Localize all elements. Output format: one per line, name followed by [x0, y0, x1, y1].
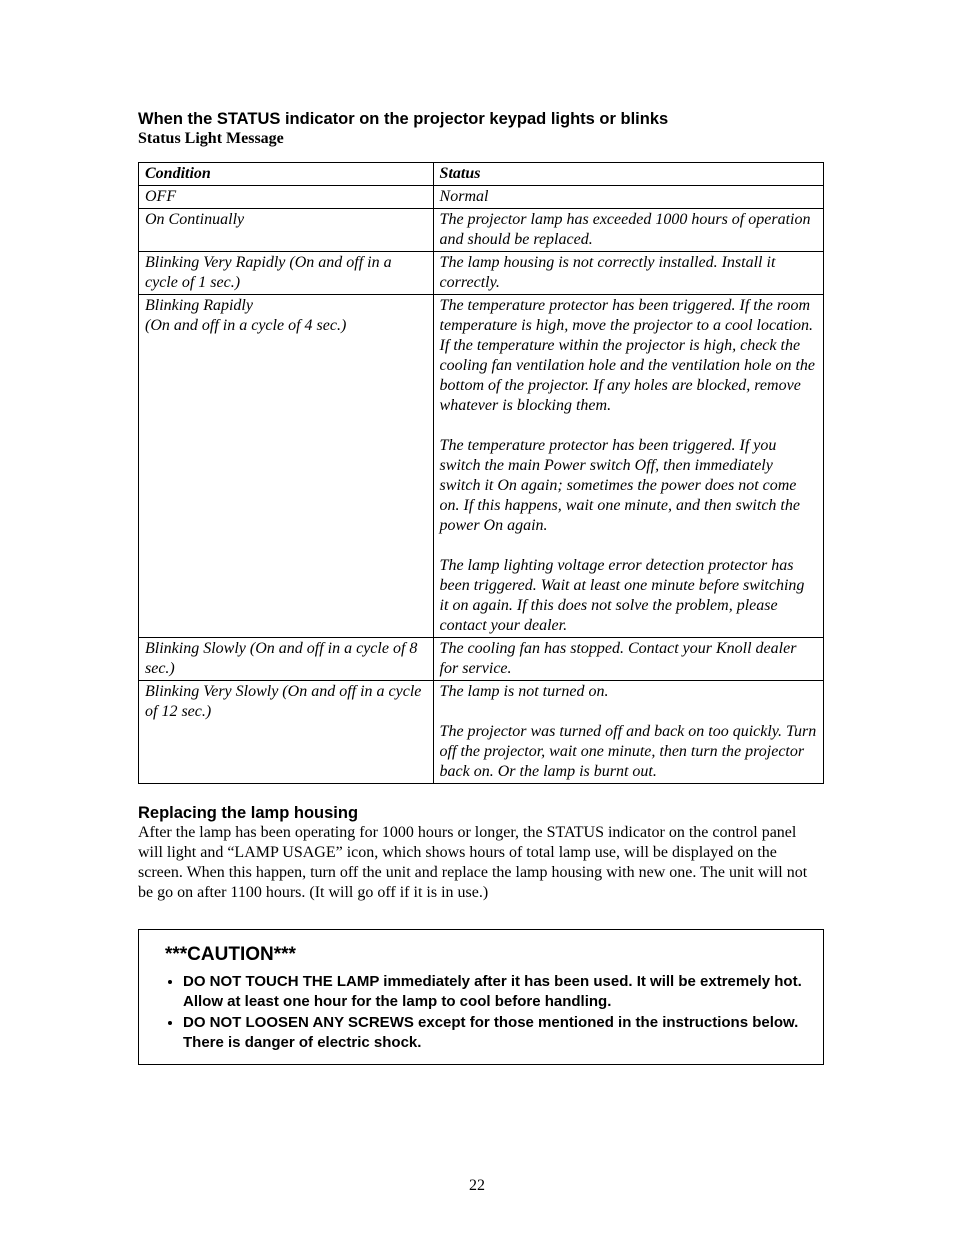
cell-paragraph: The temperature protector has been trigg…	[440, 296, 817, 416]
table-row: Blinking Slowly (On and off in a cycle o…	[139, 638, 824, 681]
cell-paragraph: The temperature protector has been trigg…	[440, 436, 817, 536]
table-row: OFF Normal	[139, 186, 824, 209]
page-subtitle: Status Light Message	[138, 130, 824, 148]
cell-condition: Blinking Very Slowly (On and off in a cy…	[139, 681, 434, 784]
table-row: Blinking Rapidly (On and off in a cycle …	[139, 295, 824, 638]
page-number: 22	[0, 1177, 954, 1195]
caution-list: DO NOT TOUCH THE LAMP immediately after …	[151, 972, 811, 1052]
cell-condition: On Continually	[139, 209, 434, 252]
cell-condition: Blinking Rapidly (On and off in a cycle …	[139, 295, 434, 638]
table-row: Blinking Very Rapidly (On and off in a c…	[139, 252, 824, 295]
cell-status: The temperature protector has been trigg…	[433, 295, 823, 638]
replacing-body: After the lamp has been operating for 10…	[138, 823, 824, 903]
table-row: Blinking Very Slowly (On and off in a cy…	[139, 681, 824, 784]
cell-status: The cooling fan has stopped. Contact you…	[433, 638, 823, 681]
cell-text-line: Blinking Rapidly	[145, 296, 427, 316]
cell-status: Normal	[433, 186, 823, 209]
status-table: Condition Status OFF Normal On Continual…	[138, 162, 824, 784]
cell-condition: Blinking Very Rapidly (On and off in a c…	[139, 252, 434, 295]
cell-paragraph: The projector was turned off and back on…	[440, 722, 817, 782]
table-header-row: Condition Status	[139, 163, 824, 186]
col-header-condition: Condition	[139, 163, 434, 186]
cell-paragraph: The lamp lighting voltage error detectio…	[440, 556, 817, 636]
cell-paragraph: The lamp is not turned on.	[440, 682, 817, 702]
cell-status: The lamp is not turned on. The projector…	[433, 681, 823, 784]
cell-text-line: (On and off in a cycle of 4 sec.)	[145, 316, 427, 336]
page: When the STATUS indicator on the project…	[0, 0, 954, 1235]
col-header-status: Status	[433, 163, 823, 186]
cell-condition: Blinking Slowly (On and off in a cycle o…	[139, 638, 434, 681]
section-title-replacing: Replacing the lamp housing	[138, 804, 824, 823]
caution-box: ***CAUTION*** DO NOT TOUCH THE LAMP imme…	[138, 929, 824, 1065]
page-title: When the STATUS indicator on the project…	[138, 110, 824, 129]
caution-item: DO NOT LOOSEN ANY SCREWS except for thos…	[183, 1013, 811, 1052]
cell-status: The lamp housing is not correctly instal…	[433, 252, 823, 295]
table-row: On Continually The projector lamp has ex…	[139, 209, 824, 252]
cell-status: The projector lamp has exceeded 1000 hou…	[433, 209, 823, 252]
cell-condition: OFF	[139, 186, 434, 209]
caution-item: DO NOT TOUCH THE LAMP immediately after …	[183, 972, 811, 1011]
caution-title: ***CAUTION***	[165, 944, 811, 966]
